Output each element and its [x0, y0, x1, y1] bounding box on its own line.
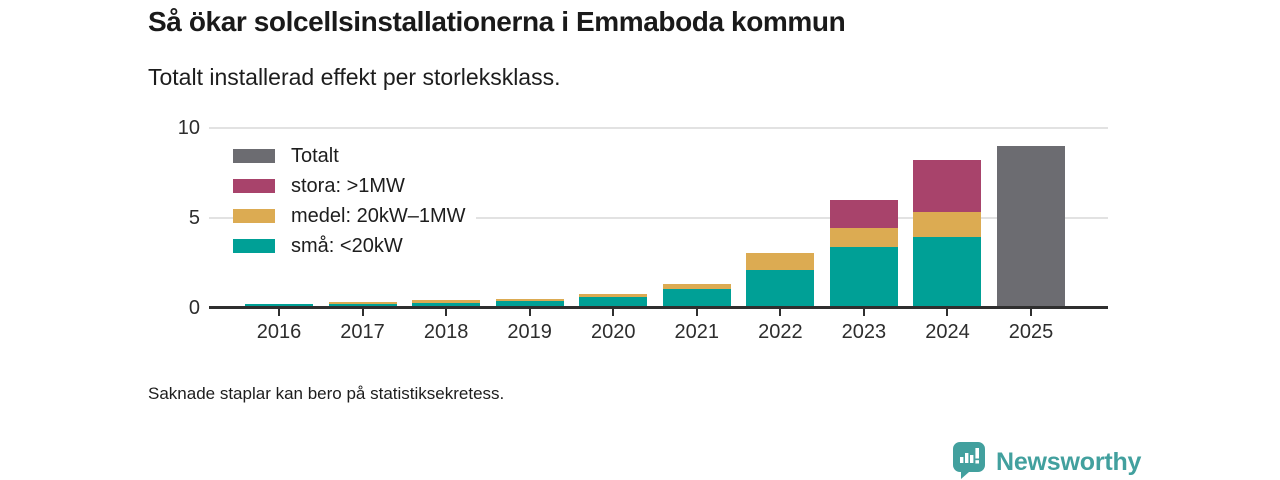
bar-2019-small [495, 301, 564, 308]
bar-2020-small [579, 297, 648, 308]
bar-2018-medium [412, 300, 481, 304]
x-axis-tick [361, 309, 364, 316]
legend-item-large: stora: >1MW [233, 171, 415, 201]
legend-label: Totalt [291, 144, 339, 167]
x-axis-tick-label: 2021 [674, 321, 720, 343]
x-axis-tick-label: 2024 [925, 321, 970, 343]
bar-2018-small [412, 303, 481, 308]
x-axis-tick [779, 309, 782, 316]
legend-label: medel: 20kW–1MW [291, 204, 466, 227]
chart-footnote: Saknade staplar kan bero på statistiksek… [148, 384, 505, 403]
x-axis-tick-label: 2017 [340, 321, 385, 343]
newsworthy-speech-bubble-barchart-icon [952, 441, 986, 480]
bar-2023-small [829, 246, 898, 308]
bar-2021-small [662, 289, 731, 308]
brand-lockup: Newsworthy [952, 441, 1141, 480]
legend-swatch-small [233, 239, 275, 253]
chart-subtitle: Totalt installerad effekt per storlekskl… [148, 64, 561, 90]
x-axis-tick-label: 2025 [1008, 321, 1054, 343]
y-axis-tick-label: 0 [188, 297, 200, 319]
x-axis-tick [278, 309, 280, 316]
gridline-y5 [209, 217, 1108, 219]
bar-2025-total [997, 146, 1066, 308]
x-axis-tick [862, 309, 865, 316]
y-axis-tick-label: 10 [177, 117, 200, 139]
bar-2019-medium [495, 299, 564, 302]
bar-2023-medium [829, 227, 898, 247]
chart-title: Så ökar solcellsinstallationerna i Emmab… [148, 6, 846, 37]
bar-2017-medium [328, 302, 397, 305]
legend-item-medium: medel: 20kW–1MW [233, 201, 476, 231]
x-axis-tick-label: 2023 [841, 321, 887, 343]
brand-name: Newsworthy [996, 448, 1142, 476]
x-axis-tick [1030, 309, 1033, 316]
legend-item-small: små: <20kW [233, 231, 413, 261]
legend-swatch-total [233, 149, 275, 163]
bar-2023-large [829, 200, 898, 228]
legend-swatch-large [233, 179, 275, 193]
x-axis-tick-label: 2022 [758, 321, 803, 343]
bar-2020-medium [579, 294, 648, 298]
x-axis-line [209, 306, 1108, 309]
y-axis-tick-label: 5 [188, 207, 200, 229]
x-axis-tick [946, 309, 949, 316]
x-axis-tick-label: 2020 [590, 321, 636, 343]
bar-2022-small [746, 270, 815, 308]
x-axis-tick-label: 2019 [507, 321, 552, 343]
x-axis-tick-label: 2016 [256, 321, 302, 343]
bar-2024-small [913, 236, 982, 308]
x-axis-tick [445, 309, 448, 316]
legend-item-total: Totalt [233, 141, 349, 171]
chart-legend: Totalt stora: >1MW medel: 20kW–1MW små: <20… [233, 141, 476, 261]
legend-swatch-medium [233, 209, 275, 223]
legend-label: små: <20kW [291, 234, 403, 257]
legend-label: stora: >1MW [291, 174, 405, 197]
x-axis-tick [612, 309, 615, 316]
bar-2022-medium [746, 253, 815, 271]
x-axis-tick [528, 309, 531, 316]
bar-2024-large [913, 159, 982, 212]
bar-2024-medium [913, 211, 982, 237]
bar-2021-medium [662, 283, 731, 290]
x-axis-tick [695, 309, 698, 316]
x-axis-tick-label: 2018 [423, 321, 469, 343]
gridline-y10 [209, 127, 1108, 129]
